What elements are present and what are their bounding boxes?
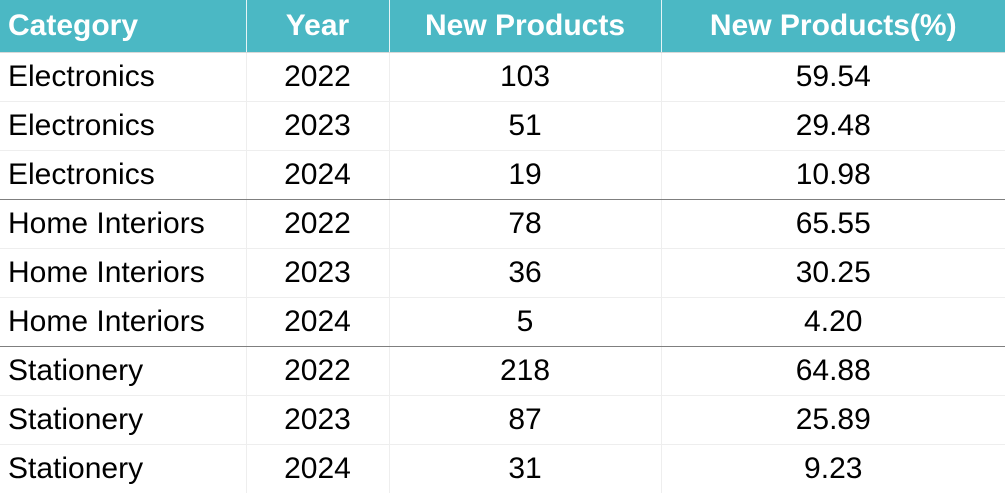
cell-new-products: 19	[389, 151, 661, 200]
cell-year: 2024	[246, 298, 389, 347]
table-row: Stationery 2022 218 64.88	[0, 347, 1005, 396]
cell-new-products-pct: 30.25	[661, 249, 1005, 298]
cell-category: Stationery	[0, 445, 246, 493]
cell-year: 2024	[246, 445, 389, 493]
cell-year: 2022	[246, 200, 389, 249]
cell-year: 2023	[246, 102, 389, 151]
cell-year: 2023	[246, 396, 389, 445]
cell-category: Stationery	[0, 396, 246, 445]
cell-new-products: 218	[389, 347, 661, 396]
cell-new-products-pct: 29.48	[661, 102, 1005, 151]
table-row: Stationery 2023 87 25.89	[0, 396, 1005, 445]
cell-new-products-pct: 65.55	[661, 200, 1005, 249]
table-row: Stationery 2024 31 9.23	[0, 445, 1005, 493]
cell-new-products: 78	[389, 200, 661, 249]
cell-year: 2022	[246, 53, 389, 102]
table-row: Home Interiors 2022 78 65.55	[0, 200, 1005, 249]
cell-category: Stationery	[0, 347, 246, 396]
cell-new-products-pct: 59.54	[661, 53, 1005, 102]
cell-category: Home Interiors	[0, 298, 246, 347]
cell-new-products: 103	[389, 53, 661, 102]
cell-year: 2023	[246, 249, 389, 298]
cell-new-products-pct: 9.23	[661, 445, 1005, 493]
table-row: Electronics 2024 19 10.98	[0, 151, 1005, 200]
cell-year: 2024	[246, 151, 389, 200]
cell-category: Electronics	[0, 151, 246, 200]
cell-new-products-pct: 4.20	[661, 298, 1005, 347]
cell-category: Electronics	[0, 102, 246, 151]
table-row: Home Interiors 2023 36 30.25	[0, 249, 1005, 298]
cell-category: Home Interiors	[0, 249, 246, 298]
table-row: Home Interiors 2024 5 4.20	[0, 298, 1005, 347]
header-new-products-pct: New Products(%)	[661, 0, 1005, 53]
cell-new-products: 51	[389, 102, 661, 151]
cell-new-products: 31	[389, 445, 661, 493]
header-category: Category	[0, 0, 246, 53]
cell-new-products-pct: 25.89	[661, 396, 1005, 445]
cell-new-products-pct: 10.98	[661, 151, 1005, 200]
table-row: Electronics 2023 51 29.48	[0, 102, 1005, 151]
header-year: Year	[246, 0, 389, 53]
cell-new-products: 87	[389, 396, 661, 445]
cell-category: Electronics	[0, 53, 246, 102]
cell-new-products-pct: 64.88	[661, 347, 1005, 396]
cell-new-products: 5	[389, 298, 661, 347]
cell-new-products: 36	[389, 249, 661, 298]
header-new-products: New Products	[389, 0, 661, 53]
cell-category: Home Interiors	[0, 200, 246, 249]
table-row: Electronics 2022 103 59.54	[0, 53, 1005, 102]
cell-year: 2022	[246, 347, 389, 396]
header-row: Category Year New Products New Products(…	[0, 0, 1005, 53]
